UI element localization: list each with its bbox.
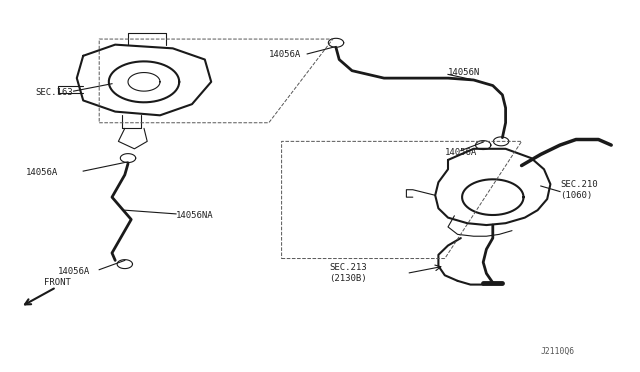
Text: 14056A: 14056A — [445, 148, 477, 157]
Text: 14056A: 14056A — [26, 169, 58, 177]
Text: 14056A: 14056A — [269, 50, 301, 59]
Text: FRONT: FRONT — [44, 278, 70, 287]
Text: 14056NA: 14056NA — [176, 211, 214, 220]
Text: SEC.213
(2130B): SEC.213 (2130B) — [330, 263, 367, 283]
Text: 14056N: 14056N — [448, 68, 480, 77]
Text: J2110Q6: J2110Q6 — [541, 347, 575, 356]
Text: SEC.163: SEC.163 — [35, 88, 73, 97]
Text: 14056A: 14056A — [58, 267, 90, 276]
Text: SEC.210
(1060): SEC.210 (1060) — [560, 180, 598, 200]
